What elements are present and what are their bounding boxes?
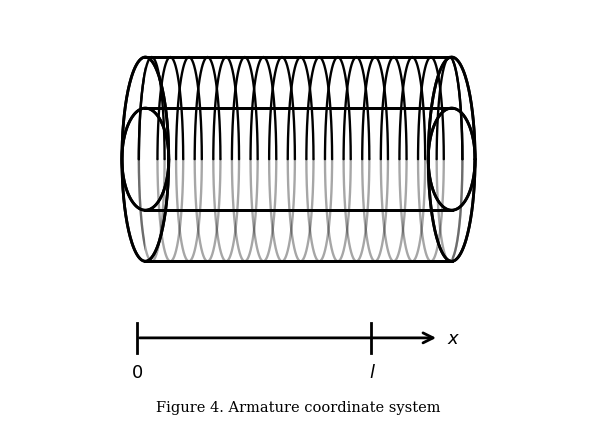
Bar <box>145 211 452 262</box>
Text: $l$: $l$ <box>370 363 377 381</box>
Bar <box>145 58 452 109</box>
Text: $x$: $x$ <box>447 329 460 347</box>
Text: Figure 4. Armature coordinate system: Figure 4. Armature coordinate system <box>156 400 441 415</box>
Bar <box>145 109 452 211</box>
Text: $0$: $0$ <box>131 363 143 381</box>
